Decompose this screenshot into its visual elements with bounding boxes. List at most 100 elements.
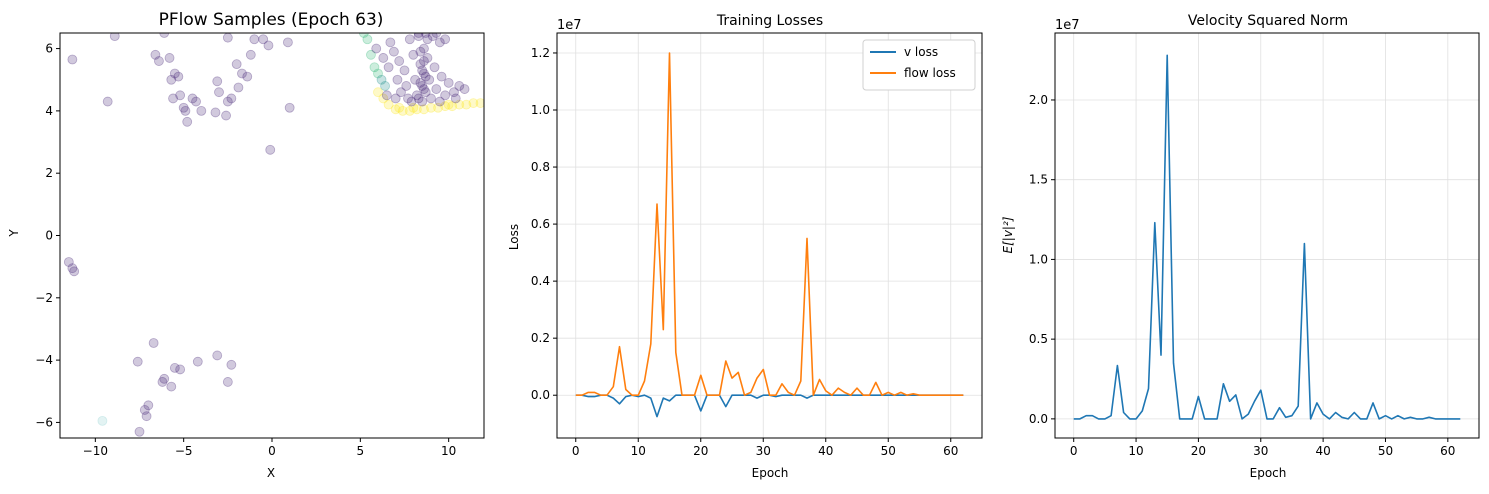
x-tick-label: 30 <box>1253 444 1268 458</box>
x-tick-label: −5 <box>175 444 193 458</box>
scatter-point <box>397 105 408 116</box>
scatter-point <box>411 90 422 101</box>
y-tick-label: 0.0 <box>531 388 550 402</box>
x-tick-label: 0 <box>268 444 276 458</box>
x-tick-label: 20 <box>1191 444 1206 458</box>
scatter-point <box>191 96 201 107</box>
x-tick-label: 10 <box>631 444 646 458</box>
scatter-point <box>150 49 161 60</box>
scatter-point <box>134 426 145 437</box>
scatter-point <box>233 82 244 93</box>
scatter-point <box>383 99 394 110</box>
scatter-point <box>182 116 193 127</box>
scatter-point <box>410 74 421 85</box>
scatter-point <box>139 405 150 415</box>
scatter-point <box>411 104 422 115</box>
scatter-point <box>419 43 429 54</box>
scatter-point <box>415 59 426 70</box>
scatter-point <box>420 71 431 82</box>
scatter-point <box>413 93 424 104</box>
series-line-velocity <box>1073 54 1461 420</box>
scatter-point <box>468 98 479 108</box>
scatter-point <box>408 49 419 60</box>
x-tick-label: 40 <box>1315 444 1330 458</box>
scatter-point <box>222 33 233 43</box>
x-tick-label: 0 <box>1070 444 1078 458</box>
scatter-point <box>237 68 247 79</box>
losses-xlabel: Epoch <box>752 466 789 480</box>
scatter-point <box>450 93 461 104</box>
scatter-point <box>210 107 221 118</box>
scatter-point <box>419 56 429 66</box>
scatter-point <box>380 81 390 91</box>
scatter-point <box>420 33 431 38</box>
scatter-panel: PFlow Samples (Epoch 63) X Y −10 −5 0 5 10 −6… <box>7 10 485 480</box>
scatter-point <box>388 46 399 57</box>
scatter-point <box>166 74 177 85</box>
y-tick-label: 0.0 <box>1029 412 1048 426</box>
y-tick-label: 6 <box>45 42 53 56</box>
scatter-title: PFlow Samples (Epoch 63) <box>159 10 384 30</box>
scatter-point <box>212 350 223 361</box>
x-tick-label: 60 <box>1440 444 1455 458</box>
scatter-point <box>169 68 180 79</box>
scatter-point <box>180 105 191 116</box>
scatter-point <box>143 400 154 411</box>
scatter-point <box>417 81 428 91</box>
losses-legend: v loss flow loss <box>862 39 976 91</box>
scatter-point <box>436 71 447 82</box>
scatter-point <box>102 96 113 107</box>
scatter-point <box>422 34 433 45</box>
scatter-point <box>440 90 451 101</box>
scatter-point <box>369 62 380 73</box>
scatter-point <box>429 62 440 73</box>
scatter-point <box>282 37 293 48</box>
scatter-point <box>175 90 186 101</box>
y-tick-label: 1.2 <box>531 46 550 60</box>
scatter-point <box>420 87 431 98</box>
scatter-ylabel: Y <box>7 229 21 238</box>
y-tick-label: 0.4 <box>531 274 550 288</box>
y-tick-label: 0 <box>45 229 53 243</box>
scatter-point <box>178 102 189 113</box>
scatter-xlabel: X <box>267 466 275 480</box>
scatter-point <box>212 76 223 87</box>
scatter-point <box>422 53 433 63</box>
y-tick-label: 2 <box>45 166 53 180</box>
series-line-flow-loss <box>575 52 964 397</box>
scatter-point <box>427 33 438 42</box>
scatter-point <box>454 81 465 91</box>
scatter-plot-frame <box>59 32 485 439</box>
scatter-point <box>443 99 454 110</box>
scatter-point <box>169 363 180 373</box>
scatter-point <box>426 93 436 104</box>
scatter-point <box>413 33 424 42</box>
scatter-point <box>192 356 203 367</box>
scatter-point <box>394 56 405 66</box>
scatter-point <box>378 53 389 63</box>
velocity-scale-label: 1e7 <box>1055 18 1080 33</box>
scatter-point <box>164 53 175 63</box>
scatter-point <box>373 68 383 79</box>
scatter-point <box>461 99 472 110</box>
scatter-point <box>187 93 198 104</box>
scatter-point <box>231 59 242 70</box>
scatter-point <box>440 101 451 112</box>
y-tick-label: −2 <box>35 291 53 305</box>
losses-title: Training Losses <box>716 13 823 29</box>
scatter-point <box>383 62 394 73</box>
velocity-panel: Velocity Squared Norm 1e7 Epoch E[|v|²] … <box>1001 13 1480 480</box>
scatter-point <box>97 415 108 426</box>
y-tick-label: 0.5 <box>1029 332 1048 346</box>
scatter-point <box>358 33 369 38</box>
scatter-point <box>109 33 120 42</box>
losses-ylabel: Loss <box>507 224 521 250</box>
x-tick-label: 40 <box>818 444 833 458</box>
scatter-point <box>406 96 417 107</box>
series-line-v-loss <box>575 394 964 418</box>
scatter-point <box>443 77 454 88</box>
scatter-point <box>175 364 186 375</box>
y-tick-label: −6 <box>35 415 53 429</box>
scatter-point <box>475 98 484 108</box>
